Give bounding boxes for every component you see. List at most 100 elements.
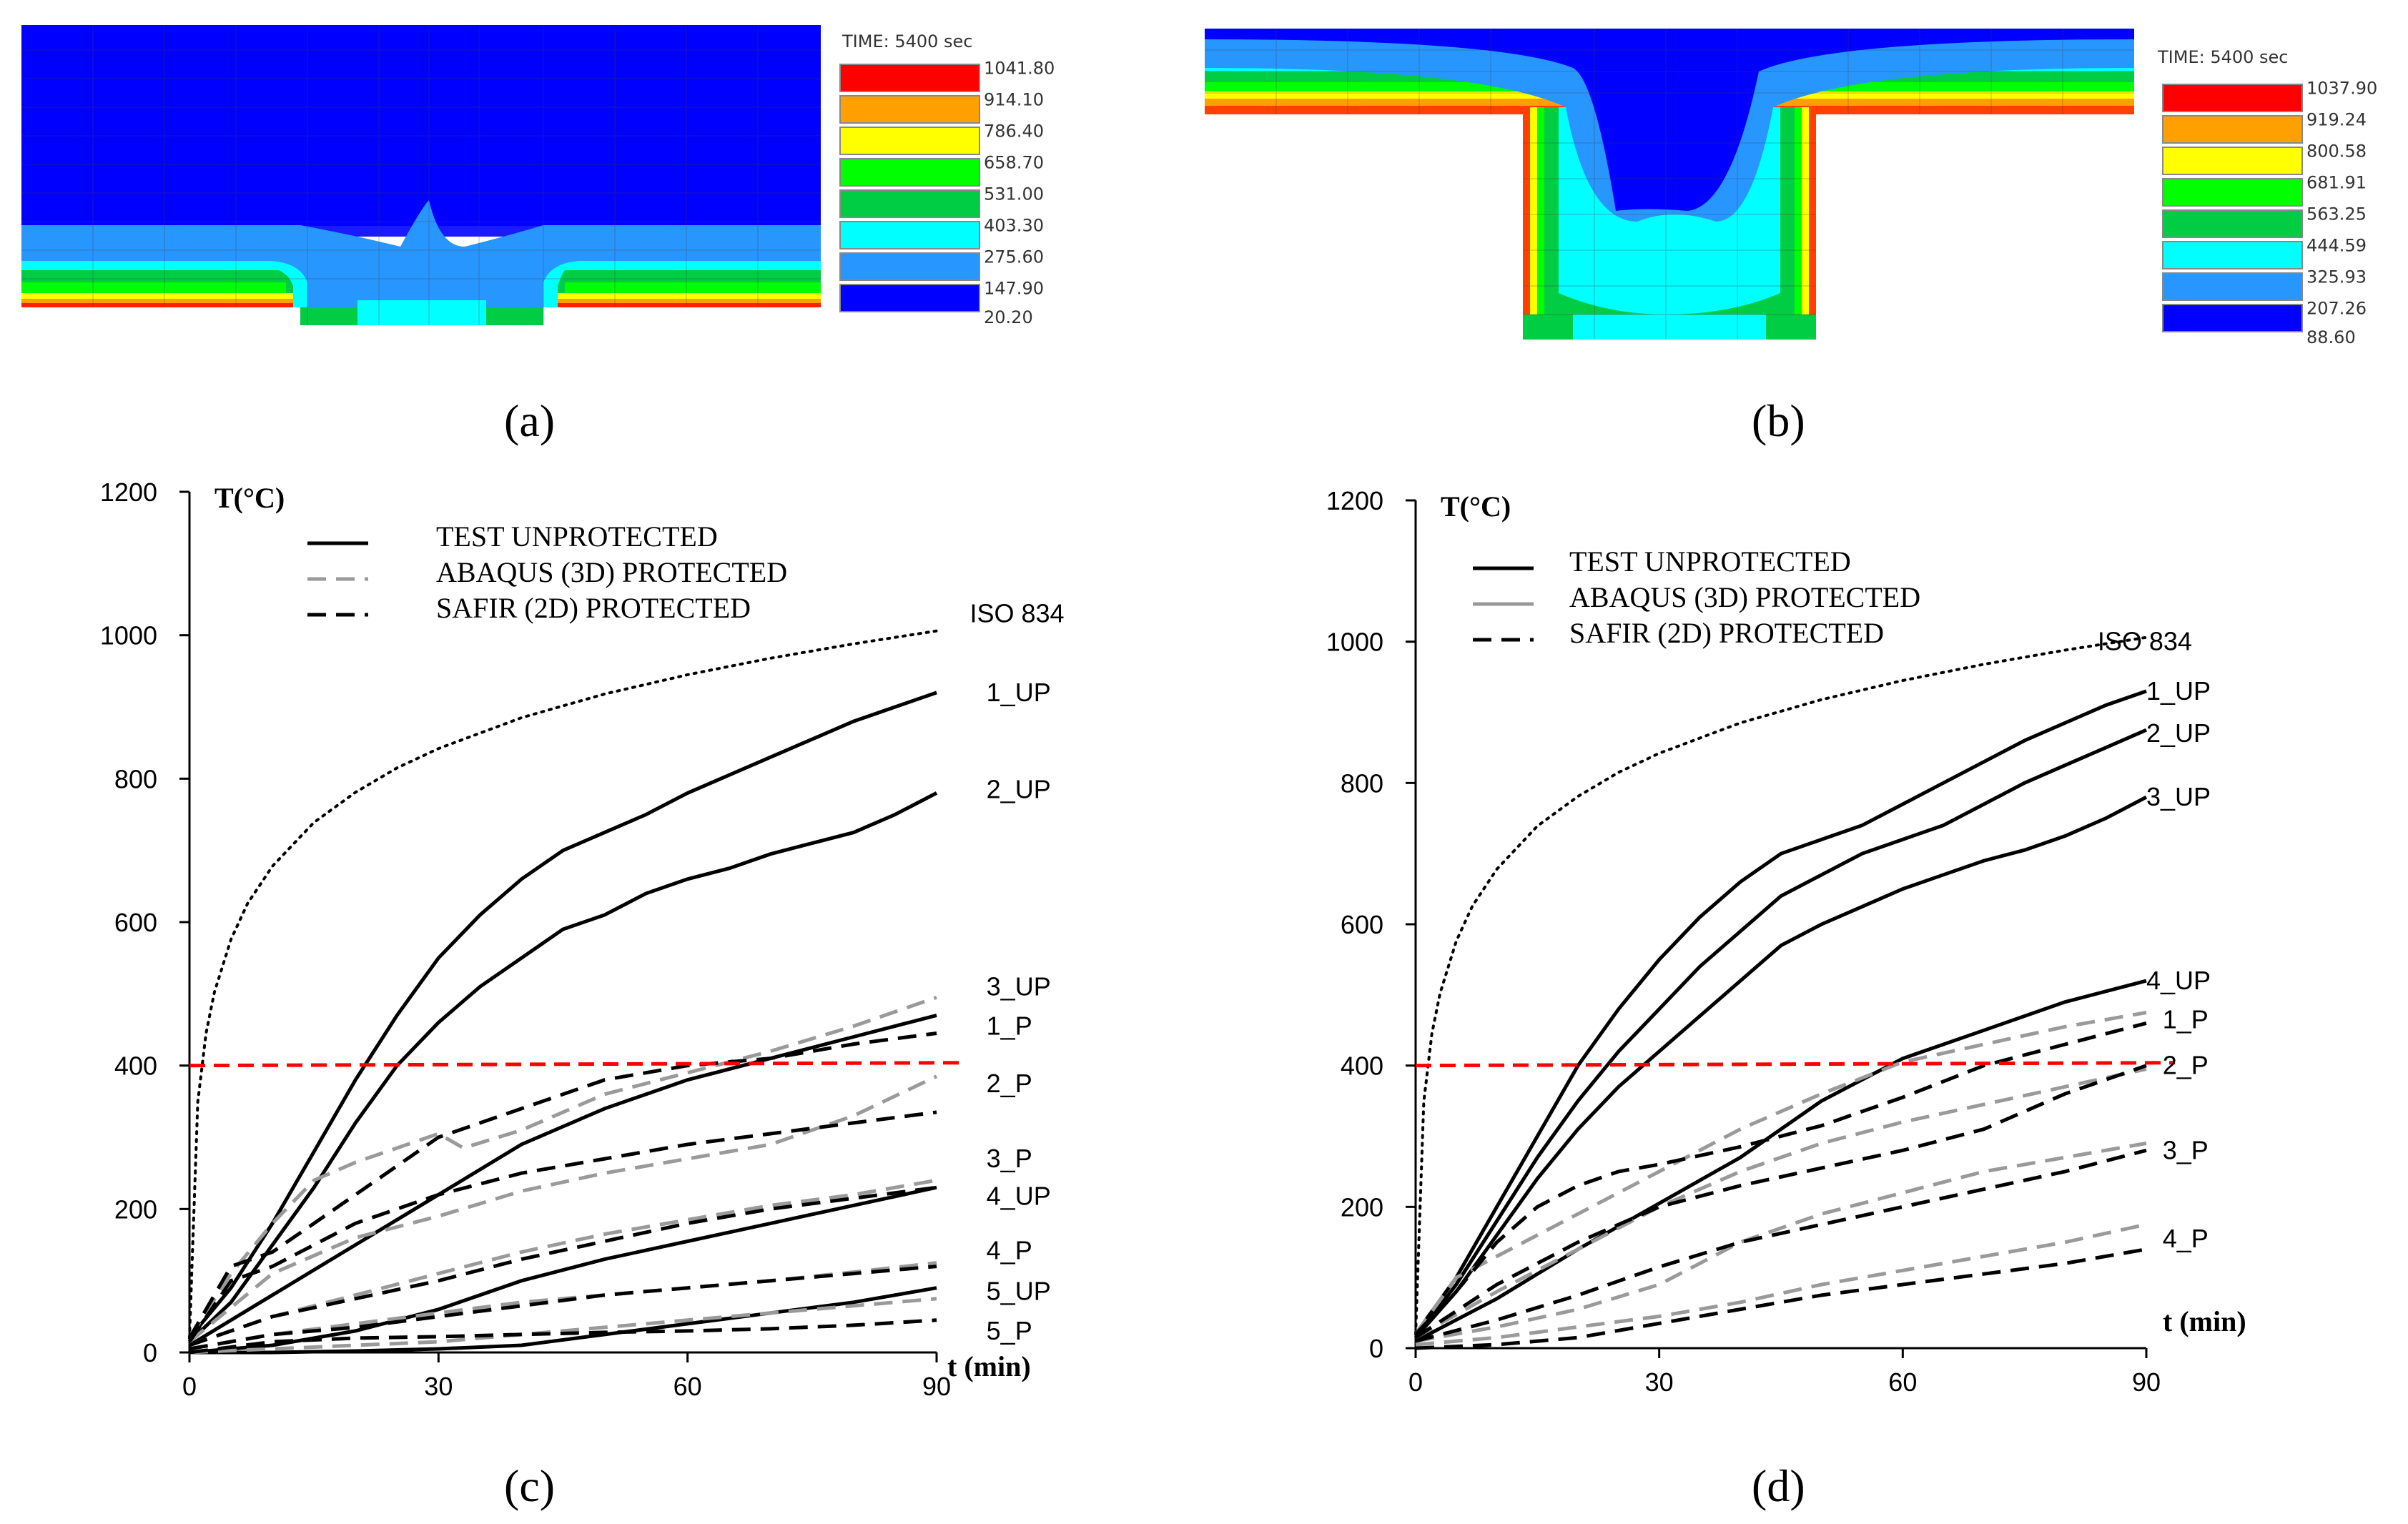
series-line-3_p-safir [189, 1185, 937, 1347]
legend-value: 275.60 [984, 247, 1044, 267]
legend-value: 563.25 [2306, 204, 2367, 224]
legend-swatch [2162, 272, 2303, 301]
series-line-1_up [1413, 689, 2147, 1335]
legend-value: 1041.80 [984, 58, 1055, 78]
x-tick-label: 0 [1408, 1367, 1423, 1397]
y-tick-label: 1200 [100, 478, 157, 507]
legend-value: 20.20 [984, 307, 1033, 327]
y-tick-label: 1000 [1326, 628, 1383, 657]
contour-a-time-label: TIME: 5400 sec [842, 31, 973, 51]
series-label: 2_P [2163, 1051, 2209, 1080]
contour-a-band-786-left [21, 293, 293, 300]
legend-swatch [839, 127, 980, 155]
series-label: 3_UP [2146, 782, 2211, 811]
legend-value: 444.59 [2306, 235, 2367, 255]
series-line-2_p [1414, 1067, 2147, 1340]
contour-b-band-88-core [1205, 29, 2134, 211]
contour-plot-a: TIME: 5400 sec 1041.80 914.10 786.40 658.70… [21, 25, 1055, 327]
caption-a: (a) [504, 395, 555, 446]
series-line-1_p-safir [1414, 1021, 2147, 1335]
y-tick-label: 1000 [100, 621, 157, 650]
legend-value: 207.26 [2306, 298, 2367, 318]
y-tick-label: 200 [1341, 1192, 1383, 1222]
x-tick-label: 90 [2132, 1367, 2161, 1397]
series-label: 4_P [987, 1236, 1032, 1265]
x-tick-label: 60 [673, 1372, 702, 1401]
legend-swatch [2162, 241, 2303, 269]
x-tick-label: 0 [182, 1372, 197, 1401]
series-line-2_p [188, 1074, 938, 1343]
legend-swatch [839, 64, 980, 92]
legend-swatch [839, 284, 980, 312]
contour-a-band-914-right [558, 299, 821, 303]
series-line-1_p-safir [187, 1031, 937, 1340]
series-line-3_up [1414, 795, 2148, 1339]
contour-b-mesh [1205, 29, 2134, 340]
contour-b-flange-core [1573, 315, 1766, 340]
threshold-line [1415, 1061, 2176, 1068]
series-label: 5_UP [987, 1277, 1051, 1306]
chart-c: 0 30 60 90 0 200 400 600 800 1000 1200 T(°C) t (min)… [100, 478, 1065, 1401]
series-line-3_p-safir [1415, 1148, 2147, 1343]
legend-value: 800.58 [2306, 141, 2367, 161]
series-label: 1_UP [987, 678, 1051, 707]
x-tick-label: 30 [424, 1372, 453, 1401]
series-label: 3_P [2163, 1135, 2209, 1164]
contour-b-legend: 1037.90 919.24 800.58 681.91 563.25 444.59 325… [2162, 78, 2377, 347]
series-label: 2_UP [2146, 718, 2211, 748]
series-label: 1_UP [2146, 676, 2211, 706]
legend-value: 403.30 [984, 215, 1044, 235]
legend-value: 919.24 [2306, 109, 2367, 129]
series-label: 4_UP [987, 1181, 1051, 1210]
legend-label: TEST UNPROTECTED [436, 520, 718, 553]
y-axis-label: T(°C) [1441, 490, 1511, 523]
series-label: 5_P [987, 1316, 1032, 1345]
y-tick-label: 600 [1341, 910, 1383, 939]
series-line-1_p [187, 995, 937, 1340]
x-axis-label: t (min) [947, 1350, 1031, 1382]
series-line-4_p-safir [189, 1265, 937, 1351]
legend-swatch [839, 252, 980, 281]
series-label: 3_P [987, 1144, 1032, 1173]
legend-label: ABAQUS (3D) PROTECTED [1569, 581, 1920, 613]
legend-value: 325.93 [2306, 267, 2367, 287]
series-label: ISO 834 [969, 599, 1064, 628]
series-line-5_p [189, 1297, 937, 1355]
series-label: 1_P [987, 1011, 1032, 1040]
legend-swatch [2162, 178, 2303, 207]
y-tick-label: 200 [114, 1194, 157, 1224]
series-line-2_up [188, 791, 938, 1343]
threshold-line [189, 1061, 966, 1068]
legend-swatch [839, 158, 980, 187]
legend-label: SAFIR (2D) PROTECTED [436, 592, 751, 624]
x-tick-label: 30 [1645, 1367, 1674, 1397]
caption-b: (b) [1752, 395, 1805, 446]
y-tick-label: 800 [1341, 768, 1383, 798]
contour-a-legend: 1041.80 914.10 786.40 658.70 531.00 403.30 275… [839, 58, 1055, 327]
legend-value: 1037.90 [2306, 78, 2377, 98]
series-line-5_p-safir [189, 1318, 937, 1355]
contour-b-time-label: TIME: 5400 sec [2157, 47, 2289, 67]
y-tick-label: 0 [143, 1338, 157, 1367]
legend-value: 914.10 [984, 89, 1044, 109]
legend-swatch [839, 95, 980, 124]
y-tick-label: 800 [114, 764, 157, 793]
series-line-1_up [188, 691, 937, 1340]
legend-swatch [839, 189, 980, 218]
series-label: 4_UP [2146, 966, 2211, 995]
series-label: 4_P [2163, 1224, 2209, 1253]
series-line-5_up [189, 1286, 937, 1355]
legend-label: ABAQUS (3D) PROTECTED [436, 556, 787, 588]
contour-a-band-786-right [558, 293, 821, 300]
x-axis-label: t (min) [2163, 1305, 2246, 1337]
contour-a-band-914-left [21, 299, 293, 303]
series-line-iso-834 [188, 629, 938, 1340]
series-label: 2_UP [987, 774, 1051, 803]
legend-swatch [2162, 147, 2303, 175]
legend-swatch [2162, 209, 2303, 238]
contour-a-band-1041-left [21, 303, 293, 307]
caption-c: (c) [504, 1460, 555, 1511]
contour-a-mesh [21, 25, 821, 325]
y-tick-label: 400 [1341, 1052, 1383, 1081]
